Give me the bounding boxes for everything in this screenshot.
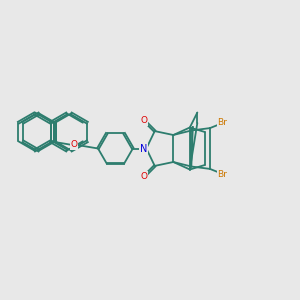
Text: Br: Br <box>218 170 227 179</box>
Text: N: N <box>140 143 147 154</box>
Text: O: O <box>71 140 78 149</box>
Text: O: O <box>141 172 148 181</box>
Text: O: O <box>141 116 148 125</box>
Text: Br: Br <box>218 118 227 127</box>
